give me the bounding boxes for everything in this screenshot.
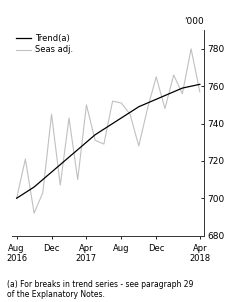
- Text: '000: '000: [184, 17, 204, 26]
- Legend: Trend(a), Seas adj.: Trend(a), Seas adj.: [16, 34, 73, 54]
- Text: (a) For breaks in trend series - see paragraph 29
of the Explanatory Notes.: (a) For breaks in trend series - see par…: [7, 280, 194, 299]
